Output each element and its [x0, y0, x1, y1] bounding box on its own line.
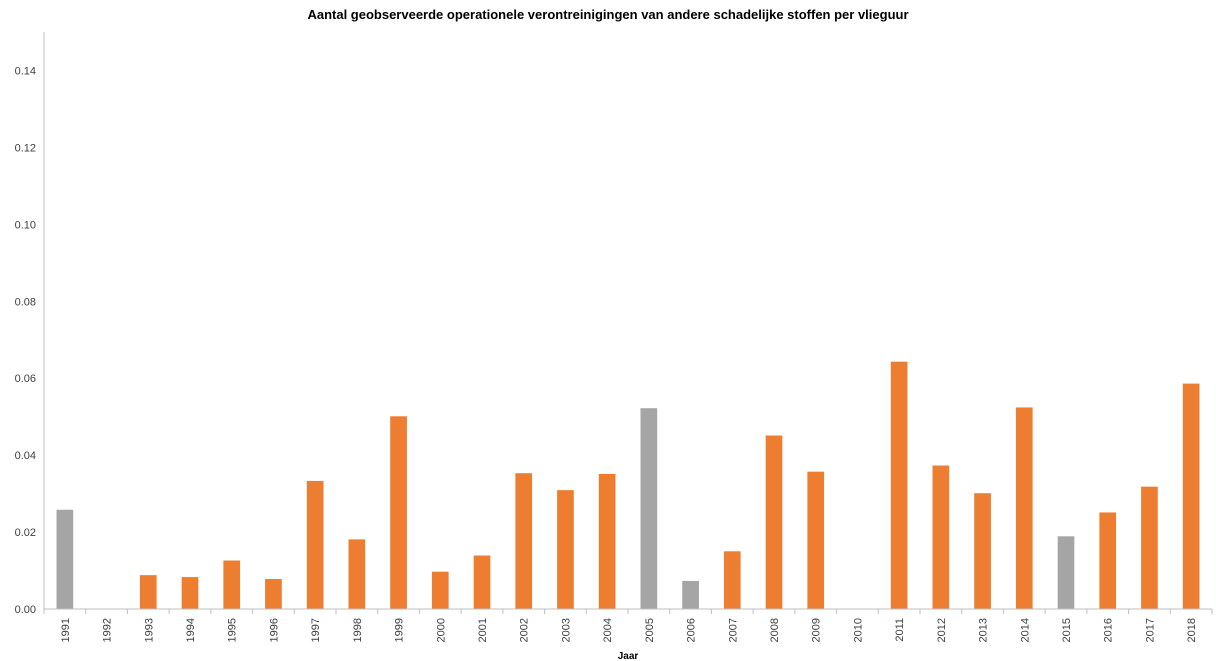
- y-tick-label: 0.06: [15, 373, 36, 385]
- x-tick-label: 2003: [560, 618, 572, 642]
- y-axis-ticks: 0.00 0.02 0.04 0.06 0.08 0.10 0.12 0.14: [15, 65, 36, 616]
- bar: [181, 577, 199, 609]
- x-tick-label: 2006: [686, 618, 698, 642]
- bar: [265, 578, 282, 609]
- bar: [306, 480, 324, 609]
- bar: [1182, 383, 1200, 609]
- x-tick-label: 2008: [769, 618, 781, 642]
- x-tick-label: 1997: [310, 618, 322, 642]
- bar: [1099, 512, 1117, 609]
- bar: [974, 493, 991, 609]
- axes: [43, 32, 1213, 614]
- bar: [1015, 407, 1033, 609]
- x-tick-label: 2015: [1061, 618, 1073, 642]
- x-tick-label: 2010: [852, 618, 864, 642]
- chart-title: Aantal geobserveerde operationele veront…: [307, 7, 909, 22]
- y-tick-label: 0.10: [15, 219, 36, 231]
- x-tick-label: 1991: [60, 618, 72, 642]
- bar: [682, 580, 699, 609]
- x-tick-label: 2001: [477, 618, 489, 642]
- x-tick-label: 2000: [435, 618, 447, 642]
- x-tick-label: 2016: [1103, 618, 1115, 642]
- x-tick-label: 2009: [811, 618, 823, 642]
- x-tick-label: 1992: [102, 618, 114, 642]
- bar: [223, 560, 241, 609]
- x-tick-label: 2018: [1186, 618, 1198, 642]
- x-tick-label: 1998: [352, 618, 364, 642]
- y-tick-label: 0.04: [15, 450, 36, 462]
- x-axis-ticks: 1991 1992 1993 1994 1995 1996 1997 1998 1999 2000…: [60, 618, 1198, 642]
- y-tick-label: 0.12: [15, 142, 36, 154]
- bar: [557, 490, 574, 609]
- x-tick-label: 2014: [1019, 618, 1031, 642]
- bar: [139, 575, 157, 609]
- bar: [807, 471, 825, 609]
- y-tick-label: 0.02: [15, 527, 36, 539]
- y-tick-label: 0.08: [15, 296, 36, 308]
- bar: [56, 509, 74, 609]
- x-tick-label: 2005: [644, 618, 656, 642]
- bars: [56, 361, 1200, 609]
- x-tick-label: 2004: [602, 618, 614, 642]
- y-tick-label: 0.00: [15, 604, 36, 616]
- y-tick-label: 0.14: [15, 65, 36, 77]
- x-tick-label: 2011: [894, 618, 906, 642]
- bar: [1141, 486, 1158, 609]
- bar: [640, 408, 658, 609]
- x-tick-label: 1996: [268, 618, 280, 642]
- bar: [348, 539, 366, 609]
- x-tick-label: 1993: [143, 618, 155, 642]
- x-tick-label: 1999: [394, 618, 406, 642]
- bar: [932, 465, 950, 609]
- bar: [723, 551, 741, 609]
- bar: [1057, 536, 1075, 609]
- bar: [431, 571, 449, 609]
- bar: [765, 435, 783, 609]
- x-tick-label: 2002: [519, 618, 531, 642]
- bar: [890, 361, 908, 609]
- x-tick-label: 2013: [978, 618, 990, 642]
- x-tick-label: 2017: [1144, 618, 1156, 642]
- bar: [515, 473, 533, 609]
- x-tick-label: 2007: [727, 618, 739, 642]
- bar: [390, 416, 407, 609]
- x-tick-label: 1994: [185, 618, 197, 642]
- x-axis-title: Jaar: [618, 651, 639, 661]
- x-tick-label: 1995: [227, 618, 239, 642]
- bar: [473, 555, 491, 609]
- x-tick-label: 2012: [936, 618, 948, 642]
- bar: [598, 473, 616, 609]
